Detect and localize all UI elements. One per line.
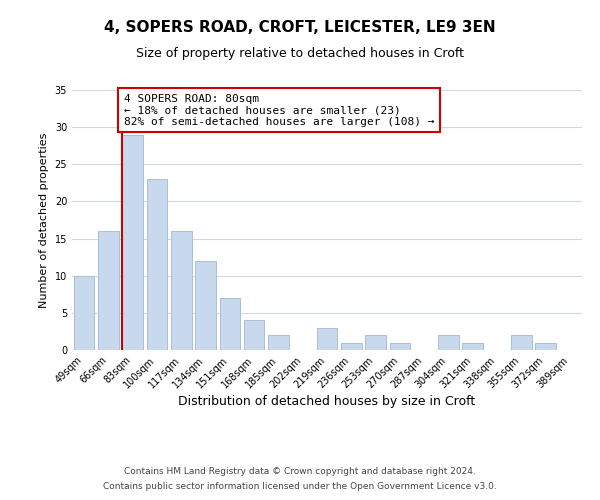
Text: 4, SOPERS ROAD, CROFT, LEICESTER, LE9 3EN: 4, SOPERS ROAD, CROFT, LEICESTER, LE9 3E… bbox=[104, 20, 496, 35]
Bar bbox=[463, 342, 483, 350]
Text: Contains public sector information licensed under the Open Government Licence v3: Contains public sector information licen… bbox=[103, 482, 497, 491]
Bar bbox=[365, 335, 386, 350]
Bar bbox=[389, 342, 410, 350]
Bar bbox=[74, 276, 94, 350]
Bar bbox=[98, 231, 119, 350]
Y-axis label: Number of detached properties: Number of detached properties bbox=[39, 132, 49, 308]
X-axis label: Distribution of detached houses by size in Croft: Distribution of detached houses by size … bbox=[178, 396, 476, 408]
Bar bbox=[438, 335, 459, 350]
Bar bbox=[171, 231, 191, 350]
Bar bbox=[195, 261, 216, 350]
Text: Contains HM Land Registry data © Crown copyright and database right 2024.: Contains HM Land Registry data © Crown c… bbox=[124, 467, 476, 476]
Text: 4 SOPERS ROAD: 80sqm
← 18% of detached houses are smaller (23)
82% of semi-detac: 4 SOPERS ROAD: 80sqm ← 18% of detached h… bbox=[124, 94, 434, 127]
Bar bbox=[146, 179, 167, 350]
Text: Size of property relative to detached houses in Croft: Size of property relative to detached ho… bbox=[136, 48, 464, 60]
Bar bbox=[317, 328, 337, 350]
Bar bbox=[122, 134, 143, 350]
Bar bbox=[220, 298, 240, 350]
Bar bbox=[535, 342, 556, 350]
Bar bbox=[511, 335, 532, 350]
Bar bbox=[268, 335, 289, 350]
Bar bbox=[341, 342, 362, 350]
Bar bbox=[244, 320, 265, 350]
